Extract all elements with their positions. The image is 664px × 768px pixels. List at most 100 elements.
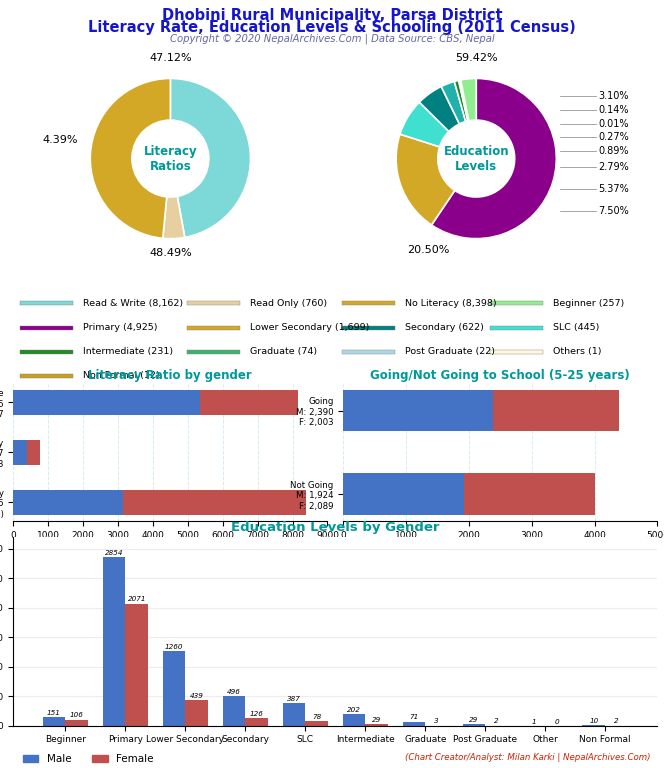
Text: 29: 29	[469, 717, 479, 723]
Wedge shape	[420, 87, 459, 131]
Text: 78: 78	[312, 714, 321, 720]
Text: 10: 10	[589, 718, 598, 724]
Bar	[493, 390, 620, 432]
Bar	[65, 720, 88, 726]
Wedge shape	[460, 80, 469, 121]
Text: 4.39%: 4.39%	[42, 134, 78, 144]
Wedge shape	[460, 80, 469, 121]
Bar	[185, 700, 208, 726]
Text: 496: 496	[227, 690, 241, 695]
Text: 151: 151	[47, 710, 61, 716]
Bar	[402, 722, 426, 726]
Text: 126: 126	[250, 711, 264, 717]
FancyBboxPatch shape	[342, 326, 395, 329]
Wedge shape	[459, 80, 468, 121]
Wedge shape	[163, 197, 185, 239]
Text: Literacy
Ratios: Literacy Ratios	[143, 144, 197, 173]
Text: Primary (4,925): Primary (4,925)	[82, 323, 157, 332]
Legend: Male, Female: Male, Female	[105, 537, 236, 554]
Text: 48.49%: 48.49%	[149, 248, 192, 258]
Bar	[123, 490, 307, 515]
Title: Education Levels by Gender: Education Levels by Gender	[231, 521, 440, 535]
Wedge shape	[454, 81, 468, 121]
Text: 0.89%: 0.89%	[598, 146, 629, 156]
Text: (Chart Creator/Analyst: Milan Karki | NepalArchives.Com): (Chart Creator/Analyst: Milan Karki | Ne…	[405, 753, 651, 762]
Bar	[125, 604, 148, 726]
Text: Post Graduate (22): Post Graduate (22)	[404, 347, 495, 356]
Bar	[13, 440, 27, 465]
Text: 20.50%: 20.50%	[407, 245, 450, 255]
Bar	[282, 703, 305, 726]
Legend: Male, Female: Male, Female	[19, 750, 157, 768]
Text: 5.37%: 5.37%	[598, 184, 629, 194]
Text: 202: 202	[347, 707, 361, 713]
Text: 1260: 1260	[165, 644, 183, 650]
Bar	[343, 390, 493, 432]
Wedge shape	[432, 78, 556, 239]
FancyBboxPatch shape	[342, 349, 395, 353]
Text: 2: 2	[614, 718, 619, 724]
Bar	[343, 713, 365, 726]
Text: 2071: 2071	[127, 597, 146, 602]
Text: 59.42%: 59.42%	[455, 53, 497, 63]
Text: Beginner (257): Beginner (257)	[552, 299, 624, 308]
Text: 0.14%: 0.14%	[598, 105, 629, 115]
Text: 2854: 2854	[105, 550, 124, 556]
Wedge shape	[171, 78, 250, 237]
Text: Copyright © 2020 NepalArchives.Com | Data Source: CBS, Nepal: Copyright © 2020 NepalArchives.Com | Dat…	[170, 33, 494, 44]
FancyBboxPatch shape	[342, 302, 395, 306]
FancyBboxPatch shape	[20, 326, 73, 329]
Bar	[27, 440, 40, 465]
Text: Read & Write (8,162): Read & Write (8,162)	[82, 299, 183, 308]
Text: 71: 71	[409, 714, 418, 720]
Bar	[464, 473, 596, 515]
Text: Graduate (74): Graduate (74)	[250, 347, 317, 356]
Bar	[365, 724, 388, 726]
Text: Secondary (622): Secondary (622)	[404, 323, 483, 332]
Wedge shape	[90, 78, 171, 238]
Bar	[305, 721, 328, 726]
Text: 29: 29	[372, 717, 381, 723]
FancyBboxPatch shape	[490, 326, 543, 329]
Text: Dhobini Rural Municipality, Parsa District: Dhobini Rural Municipality, Parsa Distri…	[162, 8, 502, 23]
Text: No Literacy (8,398): No Literacy (8,398)	[404, 299, 496, 308]
Text: 0.27%: 0.27%	[598, 132, 629, 142]
FancyBboxPatch shape	[187, 302, 240, 306]
Text: Literacy Rate, Education Levels & Schooling (2011 Census): Literacy Rate, Education Levels & School…	[88, 20, 576, 35]
Bar	[13, 490, 123, 515]
Text: Read Only (760): Read Only (760)	[250, 299, 327, 308]
Text: Others (1): Others (1)	[552, 347, 601, 356]
Bar	[42, 717, 65, 726]
Bar	[201, 390, 298, 415]
Bar	[245, 718, 268, 726]
Wedge shape	[396, 134, 455, 225]
Bar	[163, 651, 185, 726]
Text: Lower Secondary (1,699): Lower Secondary (1,699)	[250, 323, 369, 332]
FancyBboxPatch shape	[20, 302, 73, 306]
Title: Literacy Ratio by gender: Literacy Ratio by gender	[88, 369, 252, 382]
Text: Intermediate (231): Intermediate (231)	[82, 347, 173, 356]
Wedge shape	[441, 81, 465, 124]
Text: 0.01%: 0.01%	[598, 119, 629, 129]
Text: 106: 106	[70, 713, 84, 718]
Text: 7.50%: 7.50%	[598, 206, 629, 216]
Bar	[102, 558, 125, 726]
Bar	[463, 724, 485, 726]
Text: 0: 0	[554, 719, 559, 724]
Text: 2: 2	[495, 718, 499, 724]
FancyBboxPatch shape	[187, 326, 240, 329]
FancyBboxPatch shape	[20, 349, 73, 353]
Text: Education
Levels: Education Levels	[444, 144, 509, 173]
Bar	[343, 473, 464, 515]
Bar	[222, 697, 245, 726]
FancyBboxPatch shape	[490, 349, 543, 353]
Wedge shape	[461, 78, 476, 121]
Text: 3.10%: 3.10%	[598, 91, 629, 101]
Text: 3: 3	[434, 718, 439, 724]
Text: 387: 387	[287, 696, 301, 702]
Bar	[13, 390, 201, 415]
Legend: Male, Female: Male, Female	[435, 537, 566, 554]
FancyBboxPatch shape	[490, 302, 543, 306]
FancyBboxPatch shape	[187, 349, 240, 353]
Text: 439: 439	[190, 693, 204, 699]
